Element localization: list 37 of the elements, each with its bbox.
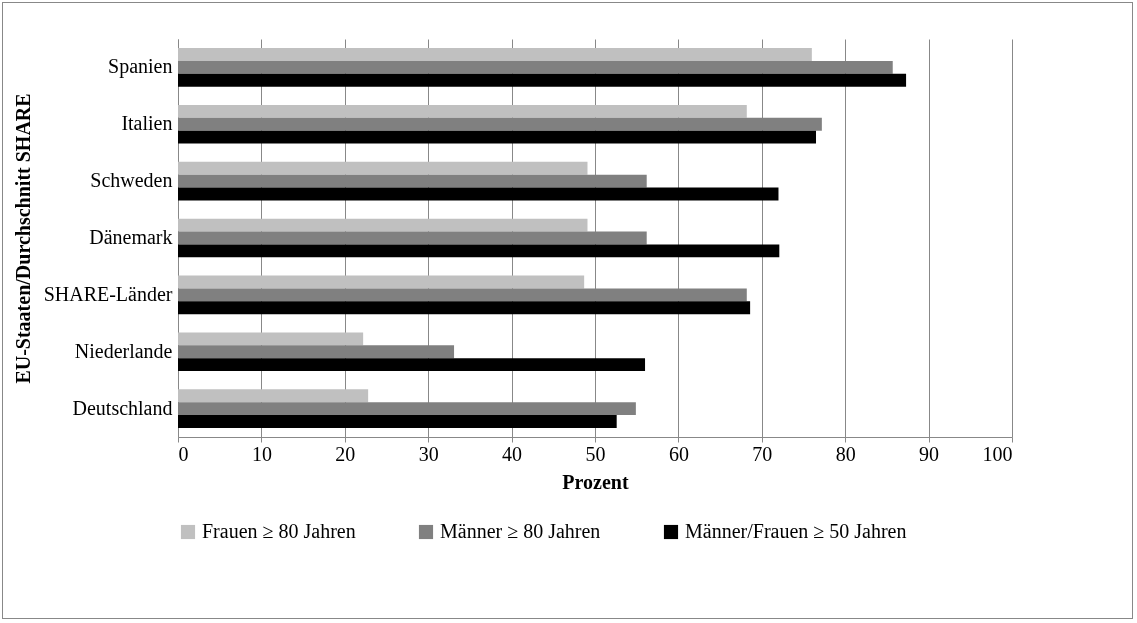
y-tick-label: Niederlande [74,339,173,362]
y-tick-label: Spanien [108,55,173,79]
x-tick-label: 70 [752,442,773,465]
x-tick-label: 50 [585,442,606,465]
x-tick-label: 0 [178,442,189,465]
bar [178,161,588,175]
x-tick-label: 30 [418,442,439,465]
bar [178,332,364,346]
bar [178,104,747,118]
y-tick-label: Schweden [90,169,173,192]
bar [178,73,907,87]
x-tick-label: 20 [335,442,356,465]
x-tick-label: 90 [919,442,940,465]
bar [178,218,588,232]
x-tick-label: 40 [502,442,523,465]
x-tick-label: 100 [982,442,1013,465]
bar [178,187,779,201]
y-tick-label: Dänemark [89,226,173,248]
y-axis-title: EU-Staaten/Durchschnitt SHARE [11,93,34,384]
legend-label: Männer ≥ 80 Jahren [440,520,601,542]
x-axis-title: Prozent [562,470,629,493]
x-tick-label: 80 [835,442,856,465]
bar [178,301,751,315]
y-tick-label: Deutschland [72,396,173,419]
bar [178,415,617,428]
bar [178,48,812,61]
bar [178,244,780,258]
y-tick-label: SHARE-Länder [43,282,173,305]
legend-label: Männer/Frauen ≥ 50 Jahren [685,520,907,542]
bar [178,389,369,403]
bar [178,275,585,289]
bar [178,130,817,144]
bar [178,358,646,372]
y-tick-label: Italien [121,112,173,135]
legend-label: Frauen ≥ 80 Jahren [202,520,356,542]
x-tick-label: 60 [668,442,689,465]
x-tick-label: 10 [251,442,272,465]
